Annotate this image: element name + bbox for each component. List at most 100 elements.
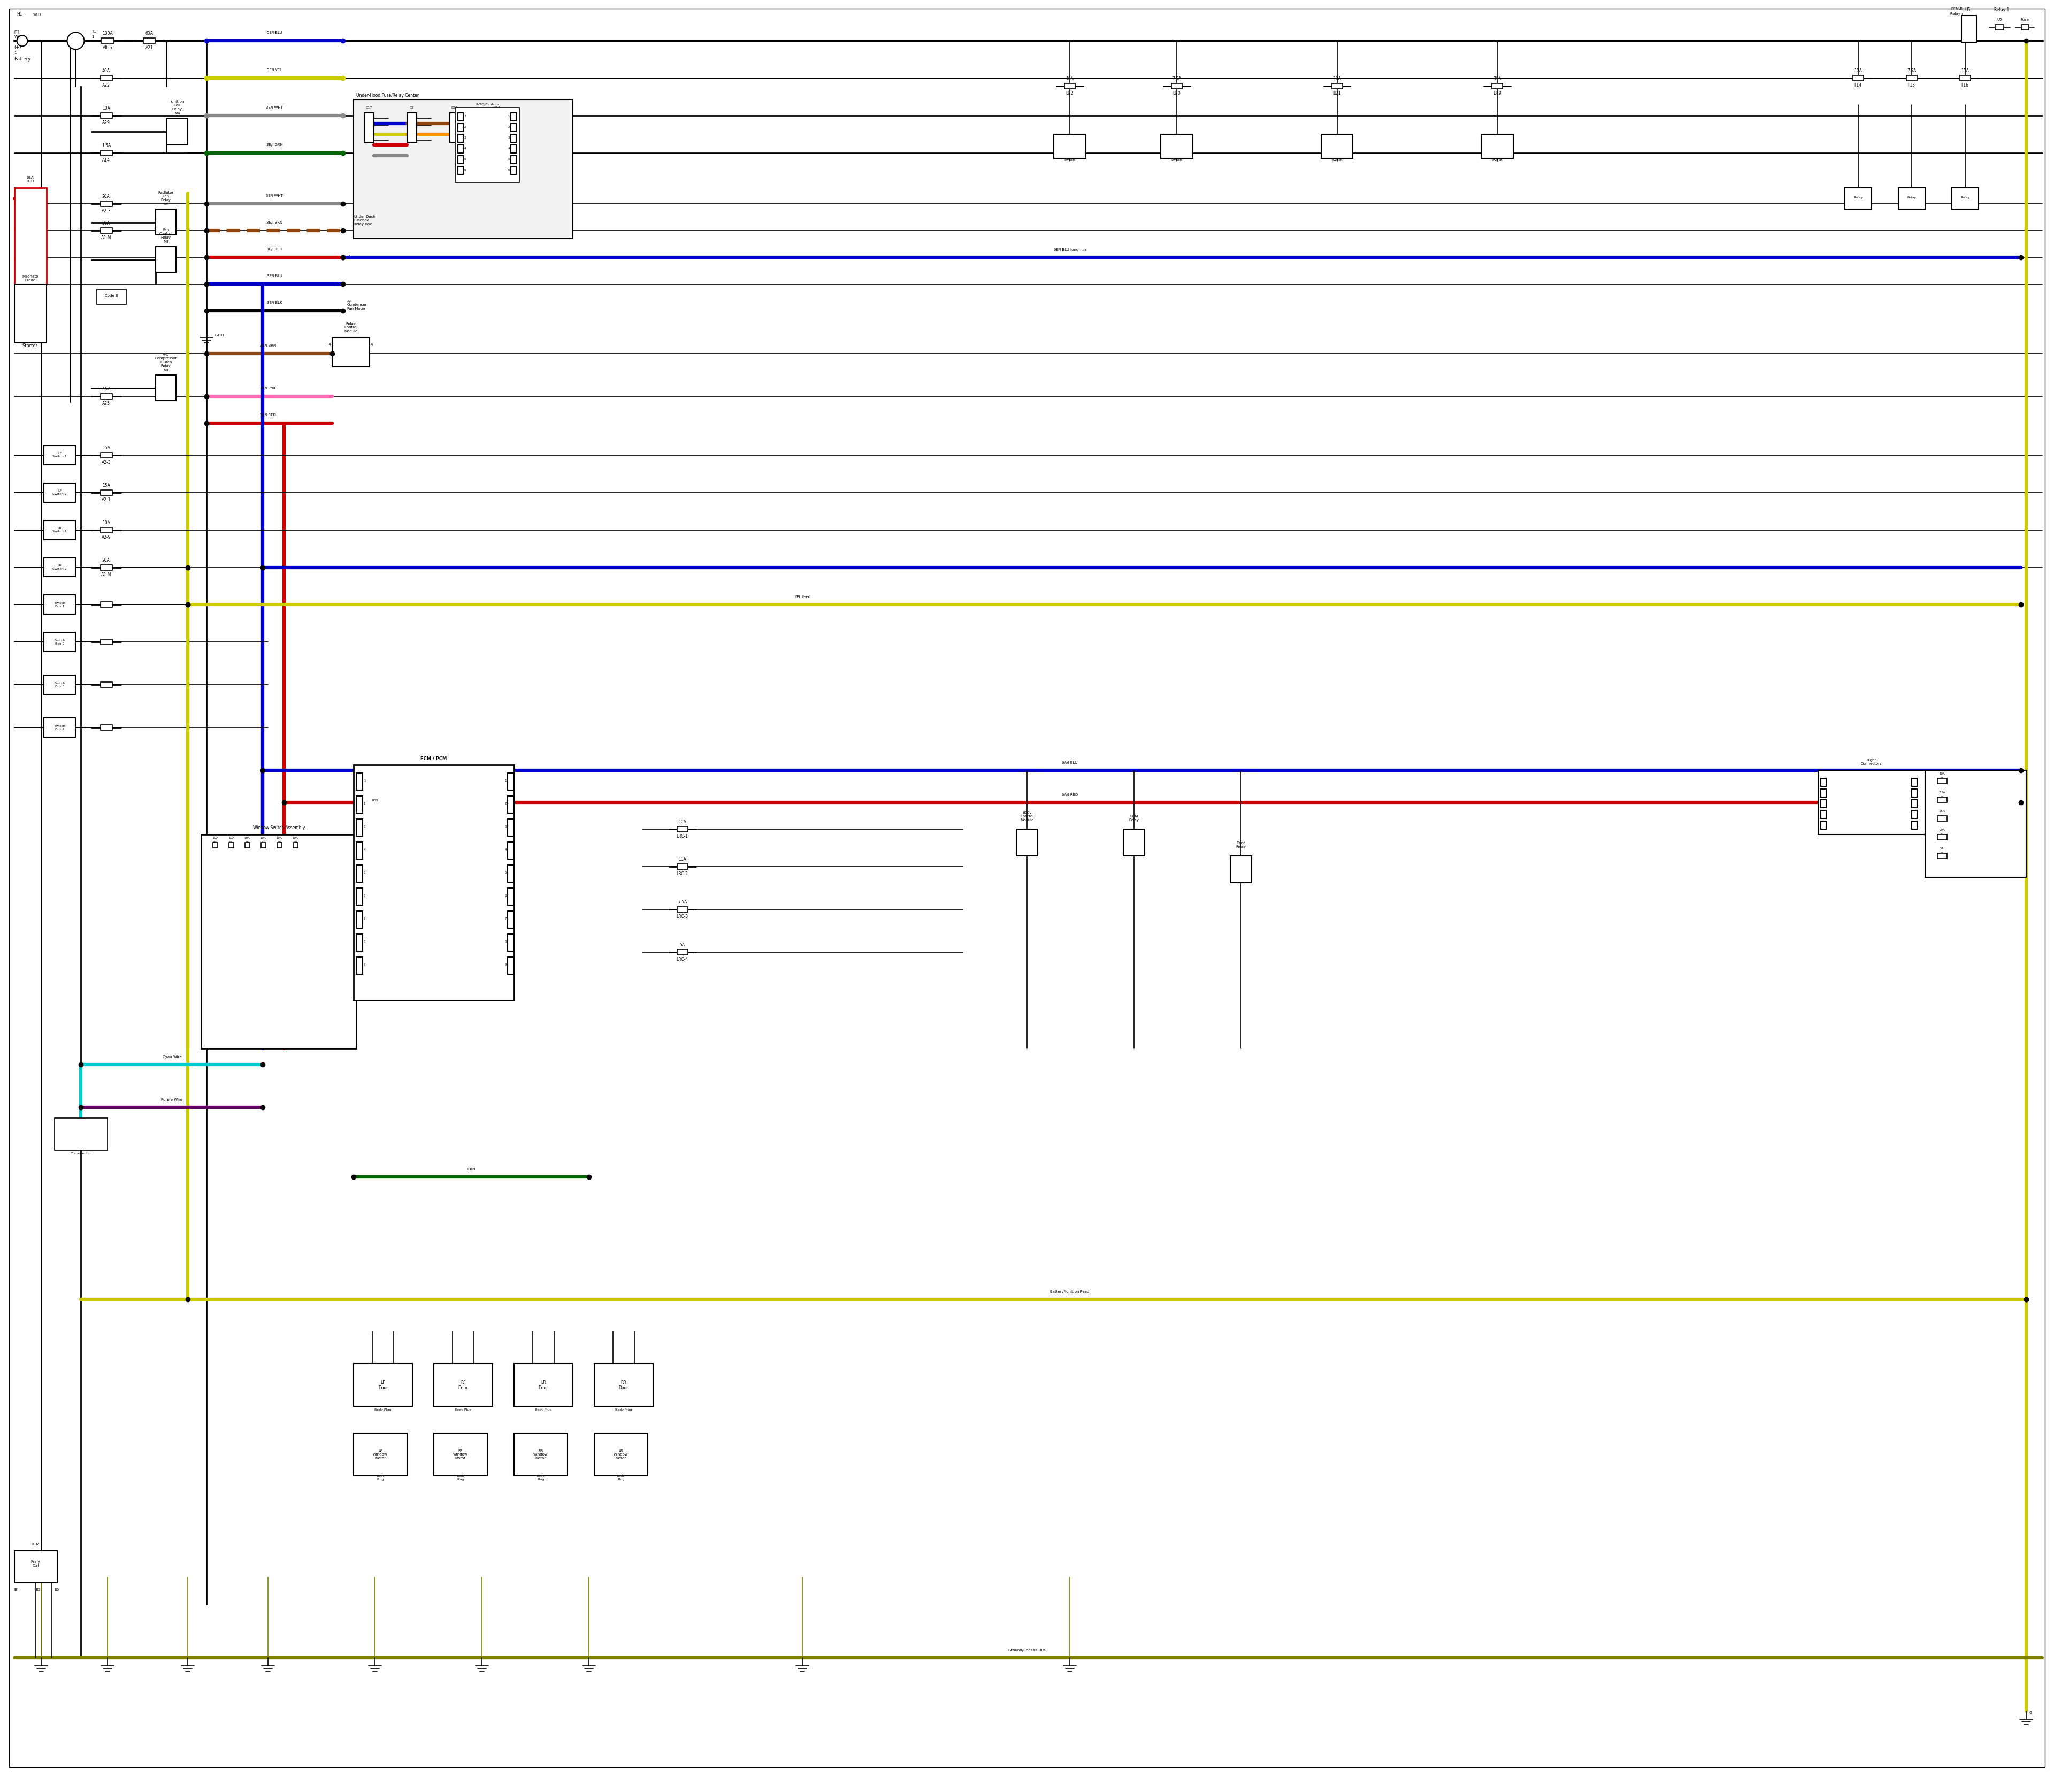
Text: RR
Window
Motor: RR Window Motor [534,1450,548,1460]
Text: BCM
Relay: BCM Relay [1130,815,1140,823]
Bar [1937,797,1947,803]
Text: 10A: 10A [1333,77,1341,81]
Bar [433,1364,493,1407]
Bar [333,337,370,367]
Bar [433,1434,487,1477]
Text: Relay r: Relay r [1951,13,1964,16]
Bar [101,527,113,532]
Text: Battery/Ignition Feed: Battery/Ignition Feed [1050,1290,1089,1294]
Bar [407,113,417,142]
Bar [1844,188,1871,210]
Bar [507,772,514,790]
Bar [458,167,462,174]
Bar [353,100,573,238]
Bar [511,156,516,163]
Text: Switch
Box 4: Switch Box 4 [53,724,66,731]
Text: 60A: 60A [146,30,154,36]
Text: Body Plug: Body Plug [454,1409,472,1412]
Text: B6: B6 [53,1588,60,1591]
Text: A21: A21 [146,45,154,50]
Bar [458,124,462,131]
Text: 3E/I WHT: 3E/I WHT [265,106,283,109]
Text: F1: F1 [1941,778,1943,780]
Text: Under-Dash
Fusebox
Relay Box: Under-Dash Fusebox Relay Box [353,215,376,226]
Text: F5: F5 [1941,853,1943,855]
Text: Fan
Control
Relay: Fan Control Relay [160,228,173,238]
Bar [101,452,113,457]
Bar [1124,830,1144,857]
Text: 20A: 20A [1939,828,1945,831]
Text: 6A/I BLU: 6A/I BLU [1062,762,1078,765]
Text: Body
Control
Module: Body Control Module [1021,812,1033,823]
Bar [1937,778,1947,783]
Text: B6: B6 [244,840,249,844]
Bar [43,482,76,502]
Text: A22: A22 [103,82,111,88]
Bar [2021,25,2029,30]
Bar [228,842,234,848]
Bar [166,118,187,145]
Bar [1912,810,1916,819]
Text: Switch
Box 1: Switch Box 1 [53,602,66,607]
Bar [355,889,364,905]
Text: 10A: 10A [1855,68,1863,73]
Bar [144,38,154,43]
Bar [355,957,364,975]
Bar [507,957,514,975]
Text: 10A: 10A [212,837,218,839]
Text: U5: U5 [1996,18,2003,22]
Text: 15A: 15A [103,482,111,487]
Bar [1331,84,1343,90]
Text: 3E/I RED: 3E/I RED [267,247,283,251]
Text: Relay
Control
Module: Relay Control Module [345,323,357,333]
Text: C connector: C connector [70,1152,90,1154]
Text: M1: M1 [162,369,168,371]
Text: Body Plug: Body Plug [534,1409,553,1412]
Bar [156,375,177,401]
Bar [507,889,514,905]
Bar [101,726,113,731]
Text: B5: B5 [230,840,232,844]
Bar [1906,75,1916,81]
Text: G101: G101 [214,333,224,337]
Text: 15A: 15A [103,446,111,450]
Bar [355,866,364,882]
Text: WHT: WHT [33,13,41,16]
Bar [43,676,76,695]
Bar [355,796,364,814]
Text: LR
Window
Motor: LR Window Motor [614,1450,629,1460]
Bar [53,1118,107,1150]
Text: 2: 2 [347,254,349,258]
Text: Body
Ctrl: Body Ctrl [31,1561,41,1568]
Bar [1820,799,1826,808]
Text: F2: F2 [1941,796,1943,799]
Text: 10A: 10A [1066,77,1074,81]
Text: B4: B4 [214,840,218,844]
Bar [1481,134,1514,158]
Bar [1491,84,1504,90]
Text: LF
Switch 1: LF Switch 1 [53,452,68,459]
Text: F4: F4 [1941,833,1943,837]
Text: 10A: 10A [678,857,686,862]
Text: Body Plug: Body Plug [614,1409,633,1412]
Bar [1054,134,1087,158]
Text: Under-Hood Fuse/Relay Center: Under-Hood Fuse/Relay Center [355,93,419,99]
Bar [43,520,76,539]
Bar [511,167,516,174]
Bar [1937,853,1947,858]
Text: F14: F14 [1855,82,1861,88]
Text: Radiator
Fan
Relay: Radiator Fan Relay [158,192,175,202]
Text: G: G [2029,1711,2031,1715]
Text: C3: C3 [409,106,415,109]
Text: Magneto
Diode: Magneto Diode [23,274,39,281]
Text: LRC-4: LRC-4 [676,957,688,962]
Text: 1.5A: 1.5A [101,143,111,149]
Bar [261,842,265,848]
Bar [678,950,688,955]
Text: Right
Connectors: Right Connectors [1861,758,1881,765]
Bar [594,1364,653,1407]
Text: 1: 1 [14,52,16,56]
Text: LRC-3: LRC-3 [676,914,688,919]
Bar [507,910,514,928]
Text: A25: A25 [103,401,111,405]
